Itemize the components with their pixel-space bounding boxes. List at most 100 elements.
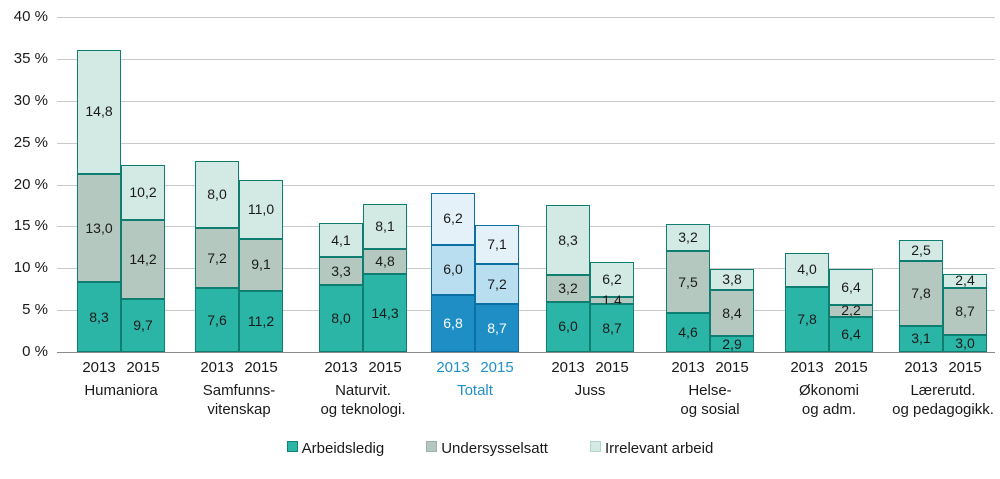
- bar-2015: 6,2 1,4 8,7: [590, 262, 634, 352]
- y-axis-tick-label: 40 %: [13, 8, 48, 25]
- segment-value-label: 7,2: [207, 249, 227, 266]
- segment-value-label: 8,0: [331, 309, 351, 326]
- bar-segment-irrelevant-arbeid: 14,8: [77, 49, 121, 174]
- segment-value-label: 14,8: [85, 103, 113, 120]
- bar-2015: 7,1 7,2 8,7: [475, 224, 519, 352]
- bar-segment-undersysselsatt: 8,4: [710, 290, 754, 337]
- segment-value-label: 8,0: [207, 186, 227, 203]
- category-label-line: Helse-: [688, 382, 732, 399]
- bar-segment-irrelevant-arbeid: 4,1: [319, 223, 363, 258]
- segment-value-label: 8,4: [722, 304, 742, 321]
- gridline: [57, 184, 995, 186]
- year-label: 2015: [244, 359, 278, 376]
- bar-segment-undersysselsatt: 7,2: [195, 228, 239, 289]
- y-axis-tick-label: 25 %: [13, 133, 48, 151]
- year-labels: 2013 2015: [195, 359, 283, 376]
- category-label-line: vitenskap: [207, 401, 271, 418]
- category-label: Samfunns-vitenskap: [159, 381, 319, 419]
- year-labels: 2013 2015: [319, 359, 407, 376]
- bar-segment-undersysselsatt: 2,2: [829, 302, 873, 319]
- bar-segment-irrelevant-arbeid: 6,2: [590, 262, 634, 297]
- legend-item: Arbeidsledig: [286, 440, 385, 457]
- bar-segment-irrelevant-arbeid: 6,2: [431, 192, 475, 245]
- bar-2013: 4,0 7,8: [785, 253, 829, 352]
- year-label: 2013: [551, 359, 585, 376]
- segment-value-label: 2,2: [841, 302, 861, 319]
- segment-value-label: 7,5: [678, 273, 698, 290]
- year-labels: 2013 2015: [899, 359, 987, 376]
- bar-segment-undersysselsatt: 7,8: [899, 260, 943, 327]
- segment-value-label: 7,8: [797, 310, 817, 327]
- bar-segment-irrelevant-arbeid: 2,4: [943, 273, 987, 288]
- segment-value-label: 11,2: [247, 312, 275, 329]
- year-labels: 2013 2015: [546, 359, 634, 376]
- segment-value-label: 6,0: [443, 261, 463, 278]
- bar-segment-arbeidsledig: 7,8: [785, 286, 829, 352]
- segment-value-label: 6,0: [558, 318, 578, 335]
- segment-value-label: 3,8: [722, 271, 742, 288]
- segment-value-label: 3,2: [678, 228, 698, 245]
- year-label: 2015: [715, 359, 749, 376]
- bar-segment-irrelevant-arbeid: 10,2: [121, 165, 165, 220]
- segment-value-label: 3,1: [911, 330, 931, 347]
- legend-swatch-icon: [286, 441, 298, 452]
- bar-2015: 8,1 4,8 14,3: [363, 203, 407, 352]
- category-label-line: og adm.: [801, 401, 857, 418]
- bar-segment-irrelevant-arbeid: 7,1: [475, 224, 519, 265]
- legend-label: Arbeidsledig: [301, 440, 385, 457]
- category-label: Humaniora: [41, 381, 201, 400]
- bar-segment-arbeidsledig: 6,4: [829, 316, 873, 352]
- segment-value-label: 8,3: [558, 231, 578, 248]
- bar-2015: 11,0 9,1 11,2: [239, 180, 283, 352]
- legend-swatch-icon: [426, 441, 438, 452]
- gridline: [57, 226, 995, 228]
- year-label: 2015: [595, 359, 629, 376]
- segment-value-label: 14,2: [129, 250, 157, 267]
- segment-value-label: 6,2: [602, 271, 622, 288]
- category-label: Helse-og sosial: [630, 381, 790, 419]
- year-label: 2015: [834, 359, 868, 376]
- bar-segment-undersysselsatt: 13,0: [77, 173, 121, 283]
- year-label: 2013: [82, 359, 116, 376]
- bar-2015: 6,4 2,2 6,4: [829, 269, 873, 352]
- segment-value-label: 6,2: [443, 210, 463, 227]
- bar-segment-arbeidsledig: 6,0: [546, 301, 590, 352]
- segment-value-label: 4,0: [797, 261, 817, 278]
- segment-value-label: 6,4: [841, 325, 861, 342]
- y-axis-tick-label: 20 %: [13, 175, 48, 193]
- bar-2013: 2,5 7,8 3,1: [899, 239, 943, 352]
- segment-value-label: 9,7: [133, 317, 153, 334]
- bar-segment-arbeidsledig: 7,6: [195, 288, 239, 352]
- year-label: 2013: [200, 359, 234, 376]
- year-label: 2013: [436, 359, 470, 376]
- segment-value-label: 1,4: [602, 291, 622, 308]
- bar-segment-undersysselsatt: 14,2: [121, 219, 165, 300]
- category-label-line: og teknologi.: [320, 401, 406, 418]
- gridline: [57, 310, 995, 312]
- year-label: 2013: [671, 359, 705, 376]
- bar-segment-arbeidsledig: 3,1: [899, 326, 943, 352]
- segment-value-label: 6,8: [443, 315, 463, 332]
- legend-item: Undersysselsatt: [426, 440, 548, 457]
- y-axis-tick-label: 35 %: [13, 49, 48, 67]
- bar-segment-undersysselsatt: 6,0: [431, 244, 475, 296]
- category-label-line: Totalt: [457, 382, 493, 399]
- bar-segment-arbeidsledig: 14,3: [363, 274, 407, 352]
- bar-segment-arbeidsledig: 6,8: [431, 295, 475, 352]
- bar-2013: 4,1 3,3 8,0: [319, 223, 363, 352]
- year-label: 2013: [904, 359, 938, 376]
- legend-item: Irrelevant arbeid: [589, 440, 713, 457]
- bar-segment-arbeidsledig: 8,7: [590, 304, 634, 352]
- bar-segment-undersysselsatt: 7,5: [666, 250, 710, 314]
- y-axis-tick-label: 30 %: [13, 91, 48, 109]
- segment-value-label: 13,0: [85, 219, 113, 236]
- category-label: Lærerutd. og pedagogikk.: [863, 381, 1000, 419]
- bar-2015: 3,8 8,4 2,9: [710, 269, 754, 352]
- category-label-line: og pedagogikk.: [892, 401, 994, 418]
- gridline: [57, 268, 995, 270]
- category-label: Juss: [510, 381, 670, 400]
- segment-value-label: 4,8: [375, 253, 395, 270]
- bar-segment-irrelevant-arbeid: 8,1: [363, 203, 407, 249]
- gridline: [57, 142, 995, 144]
